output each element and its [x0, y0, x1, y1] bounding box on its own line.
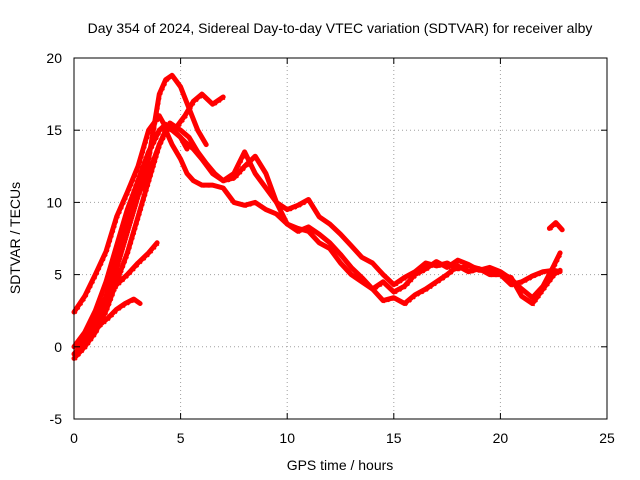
x-axis-label: GPS time / hours: [287, 457, 394, 473]
y-tick-label: 10: [46, 194, 62, 210]
plot-frame: [73, 57, 608, 420]
y-tick-label: 15: [46, 122, 62, 138]
y-tick-label: -5: [50, 411, 63, 427]
y-tick-label: 5: [54, 267, 62, 283]
x-tick-label: 0: [70, 430, 78, 446]
axis-ticks: [73, 57, 608, 420]
series-line-track-8: [80, 296, 143, 347]
x-tick-label: 10: [279, 430, 295, 446]
y-tick-label: 0: [54, 339, 62, 355]
x-tick-label: 5: [177, 430, 185, 446]
y-axis-label: SDTVAR / TECUs: [7, 182, 23, 294]
x-tick-labels: 0 5 10 15 20 25: [70, 430, 615, 446]
series-line-track-4: [71, 127, 563, 361]
y-tick-labels: -5 0 5 10 15 20: [46, 50, 62, 427]
series-jitter-track-5: [79, 94, 226, 350]
series-jitter-track-9: [550, 222, 565, 232]
x-tick-label: 15: [386, 430, 402, 446]
chart-title: Day 354 of 2024, Sidereal Day-to-day VTE…: [88, 20, 593, 36]
series-group: [71, 72, 565, 361]
x-tick-label: 20: [493, 430, 509, 446]
x-tick-label: 25: [599, 430, 615, 446]
series-line-track-7: [75, 240, 160, 350]
series-line-track-9: [546, 220, 565, 233]
y-tick-label: 20: [46, 50, 62, 66]
series-jitter-track-7: [78, 243, 160, 349]
